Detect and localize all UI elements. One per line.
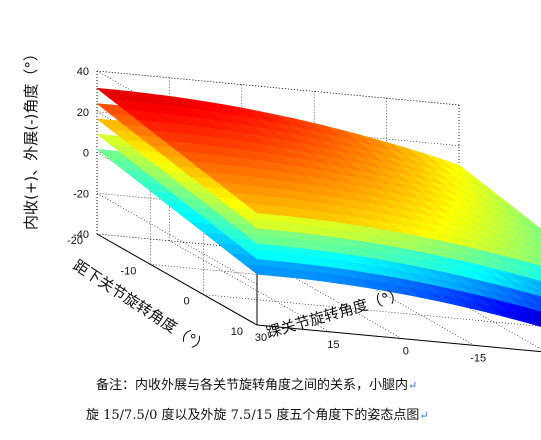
x-tick-label: 0 bbox=[403, 346, 409, 358]
surface-layer bbox=[96, 87, 541, 266]
y-tick-label: 0 bbox=[184, 296, 190, 308]
grid-line bbox=[96, 192, 258, 285]
caption-text-1: 备注：内收外展与各关节旋转角度之间的关系，小腿内 bbox=[96, 378, 409, 393]
axis-line bbox=[256, 324, 541, 353]
caption-text-2: 旋 15/7.5/0 度以及外旋 7.5/15 度五个角度下的姿态点图 bbox=[86, 408, 420, 423]
axis-line bbox=[96, 70, 460, 106]
y-axis-label: 距下关节旋转角度（°） bbox=[70, 256, 212, 357]
grid-line bbox=[169, 240, 330, 333]
x-tick-label: 15 bbox=[327, 339, 339, 351]
x-tick-label: -15 bbox=[470, 352, 486, 364]
z-tick-label: -20 bbox=[73, 188, 89, 200]
caption-line-2: 旋 15/7.5/0 度以及外旋 7.5/15 度五个角度下的姿态点图↵ bbox=[86, 404, 541, 423]
grid-line bbox=[96, 70, 460, 106]
grid-line bbox=[203, 294, 541, 327]
return-mark-icon: ↵ bbox=[419, 409, 429, 422]
axis-line bbox=[96, 233, 258, 326]
z-tick-label: -40 bbox=[73, 229, 89, 241]
caption-line-1: 备注：内收外展与各关节旋转角度之间的关系，小腿内↵ bbox=[96, 374, 541, 393]
x-axis-label: 踝关节旋转角度（°） bbox=[264, 285, 406, 342]
z-tick-label: 40 bbox=[77, 66, 89, 78]
return-mark-icon: ↵ bbox=[408, 379, 418, 392]
surfaces bbox=[96, 87, 541, 327]
z-tick-label: 0 bbox=[83, 148, 89, 160]
grid-line bbox=[96, 111, 460, 147]
y-tick-label: 10 bbox=[231, 326, 243, 338]
z-axis-label: 内收(+)、外展(-)角度（°） bbox=[22, 46, 40, 230]
y-tick-label: -10 bbox=[120, 265, 136, 277]
z-tick-label: 20 bbox=[77, 107, 89, 119]
y-tick-label: -20 bbox=[67, 235, 83, 247]
surface-patch bbox=[442, 159, 473, 176]
x-tick-label: 30 bbox=[255, 332, 267, 344]
surface-patch bbox=[535, 232, 541, 237]
